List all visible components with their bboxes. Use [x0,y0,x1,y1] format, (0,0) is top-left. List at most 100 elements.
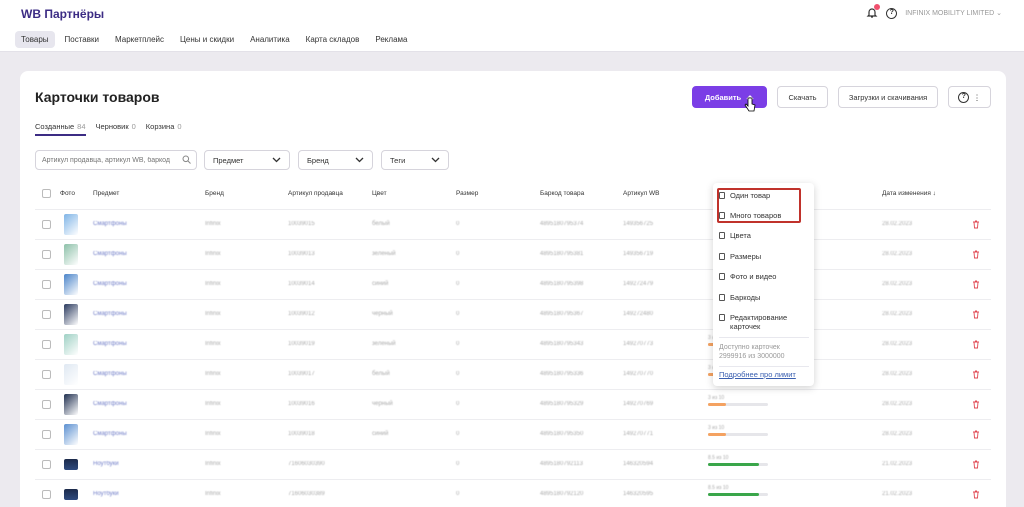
col-size[interactable]: Размер [456,190,479,197]
row-subject[interactable]: Ноутбуки [93,461,119,467]
menu-item-many-products[interactable]: Много товаров [719,211,781,220]
col-subject[interactable]: Предмет [93,190,120,197]
row-wb-article: 149272480 [623,311,654,317]
row-subject[interactable]: Смартфоны [93,401,127,407]
product-thumbnail[interactable] [64,244,78,265]
row-checkbox[interactable] [42,280,51,289]
row-date: 28.02.2023 [882,221,913,227]
menu-item-single-product[interactable]: Один товар [719,191,770,200]
tab-trash[interactable]: Корзина 0 [146,122,182,136]
row-barcode: 4895180795398 [540,281,584,287]
product-thumbnail[interactable] [64,489,78,500]
row-size: 0 [456,251,460,257]
row-wb-article: 149270771 [623,431,654,437]
table-row[interactable]: Смартфоны Infinix 10039014 синий 0 4895180795… [35,269,991,299]
app-logo[interactable]: WB Партнёры [21,7,105,21]
row-subject[interactable]: Смартфоны [93,221,127,227]
tags-filter[interactable]: Теги [381,150,449,170]
row-subject[interactable]: Ноутбуки [93,491,119,497]
nav-postavki[interactable]: Поставки [64,35,99,44]
row-checkbox[interactable] [42,370,51,379]
product-thumbnail[interactable] [64,214,78,235]
select-all-checkbox[interactable] [42,189,51,198]
help-more-button[interactable]: ? ⋮ [948,86,991,108]
limit-details-link[interactable]: Подробнее про лимит [719,370,796,379]
row-subject[interactable]: Смартфоны [93,251,127,257]
tab-drafts[interactable]: Черновик 0 [96,122,136,136]
product-thumbnail[interactable] [64,424,78,445]
table-row[interactable]: Смартфоны Infinix 10039018 синий 0 4895180795… [35,419,991,449]
col-wb-article[interactable]: Артикул WB [623,190,660,197]
product-thumbnail[interactable] [64,274,78,295]
trash-icon[interactable] [972,250,980,259]
help-icon[interactable]: ? [886,7,898,19]
row-checkbox[interactable] [42,310,51,319]
col-barcode[interactable]: Баркод товара [540,190,585,197]
table-row[interactable]: Смартфоны Infinix 10039013 зеленый 0 48951807… [35,239,991,269]
account-menu[interactable]: INFINIX MOBILITY LIMITED ⌄ [905,10,1002,17]
row-subject[interactable]: Смартфоны [93,371,127,377]
subject-filter[interactable]: Предмет [204,150,290,170]
nav-analytics[interactable]: Аналитика [250,35,290,44]
highlight-box [717,188,801,223]
nav-marketplace[interactable]: Маркетплейс [114,35,164,44]
row-checkbox[interactable] [42,340,51,349]
product-thumbnail[interactable] [64,394,78,415]
nav-ads[interactable]: Реклама [375,35,408,44]
add-button-label: Добавить [704,92,742,102]
trash-icon[interactable] [972,280,980,289]
search-input[interactable] [35,150,197,170]
table-row[interactable]: Смартфоны Infinix 10039012 черный 0 489518079… [35,299,991,329]
row-subject[interactable]: Смартфоны [93,341,127,347]
row-checkbox[interactable] [42,460,51,469]
row-checkbox[interactable] [42,220,51,229]
uploads-downloads-button[interactable]: Загрузки и скачивания [838,86,938,108]
progress-fill [708,463,759,466]
trash-icon[interactable] [972,400,980,409]
row-brand: Infinix [205,371,221,377]
trash-icon[interactable] [972,370,980,379]
row-checkbox[interactable] [42,430,51,439]
menu-item-colors[interactable]: Цвета [719,231,751,240]
table-row[interactable]: Смартфоны Infinix 10039019 зеленый 0 48951807… [35,329,991,359]
product-thumbnail[interactable] [64,334,78,355]
table-row[interactable]: Смартфоны Infinix 10039016 черный 0 489518079… [35,389,991,419]
col-color[interactable]: Цвет [372,190,387,197]
nav-warehouses[interactable]: Карта складов [305,35,360,44]
menu-item-barcodes[interactable]: Баркоды [719,293,760,302]
trash-icon[interactable] [972,310,980,319]
row-wb-article: 146320594 [623,461,654,467]
row-subject[interactable]: Смартфоны [93,431,127,437]
col-vendor-code[interactable]: Артикул продавца [288,190,343,197]
nav-tovary[interactable]: Товары [15,31,55,48]
main-card: Карточки товаров Созданные 84 Черновик 0 К… [20,71,1006,507]
trash-icon[interactable] [972,460,980,469]
row-checkbox[interactable] [42,250,51,259]
trash-icon[interactable] [972,220,980,229]
bell-icon[interactable] [866,4,881,19]
trash-icon[interactable] [972,490,980,499]
table-row[interactable]: Смартфоны Infinix 10039015 белый 0 4895180795… [35,209,991,239]
brand-filter[interactable]: Бренд [298,150,373,170]
row-subject[interactable]: Смартфоны [93,281,127,287]
row-brand: Infinix [205,401,221,407]
table-row[interactable]: Ноутбуки Infinix 71606030390 0 4895180792113… [35,449,991,479]
table-row[interactable]: Ноутбуки Infinix 71606030389 0 4895180792120… [35,479,991,507]
product-thumbnail[interactable] [64,304,78,325]
trash-icon[interactable] [972,340,980,349]
col-changed-date[interactable]: Дата изменения ↓ [882,190,936,197]
menu-item-edit-cards[interactable]: Редактирование карточек [719,313,799,331]
download-button[interactable]: Скачать [777,86,828,108]
tab-created[interactable]: Созданные 84 [35,122,86,136]
row-checkbox[interactable] [42,490,51,499]
product-thumbnail[interactable] [64,459,78,470]
menu-item-sizes[interactable]: Размеры [719,252,761,261]
col-brand[interactable]: Бренд [205,190,224,197]
menu-item-photo-video[interactable]: Фото и видео [719,272,776,281]
row-subject[interactable]: Смартфоны [93,311,127,317]
product-thumbnail[interactable] [64,364,78,385]
trash-icon[interactable] [972,430,980,439]
nav-prices[interactable]: Цены и скидки [180,35,235,44]
row-checkbox[interactable] [42,400,51,409]
table-row[interactable]: Смартфоны Infinix 10039017 белый 0 4895180795… [35,359,991,389]
